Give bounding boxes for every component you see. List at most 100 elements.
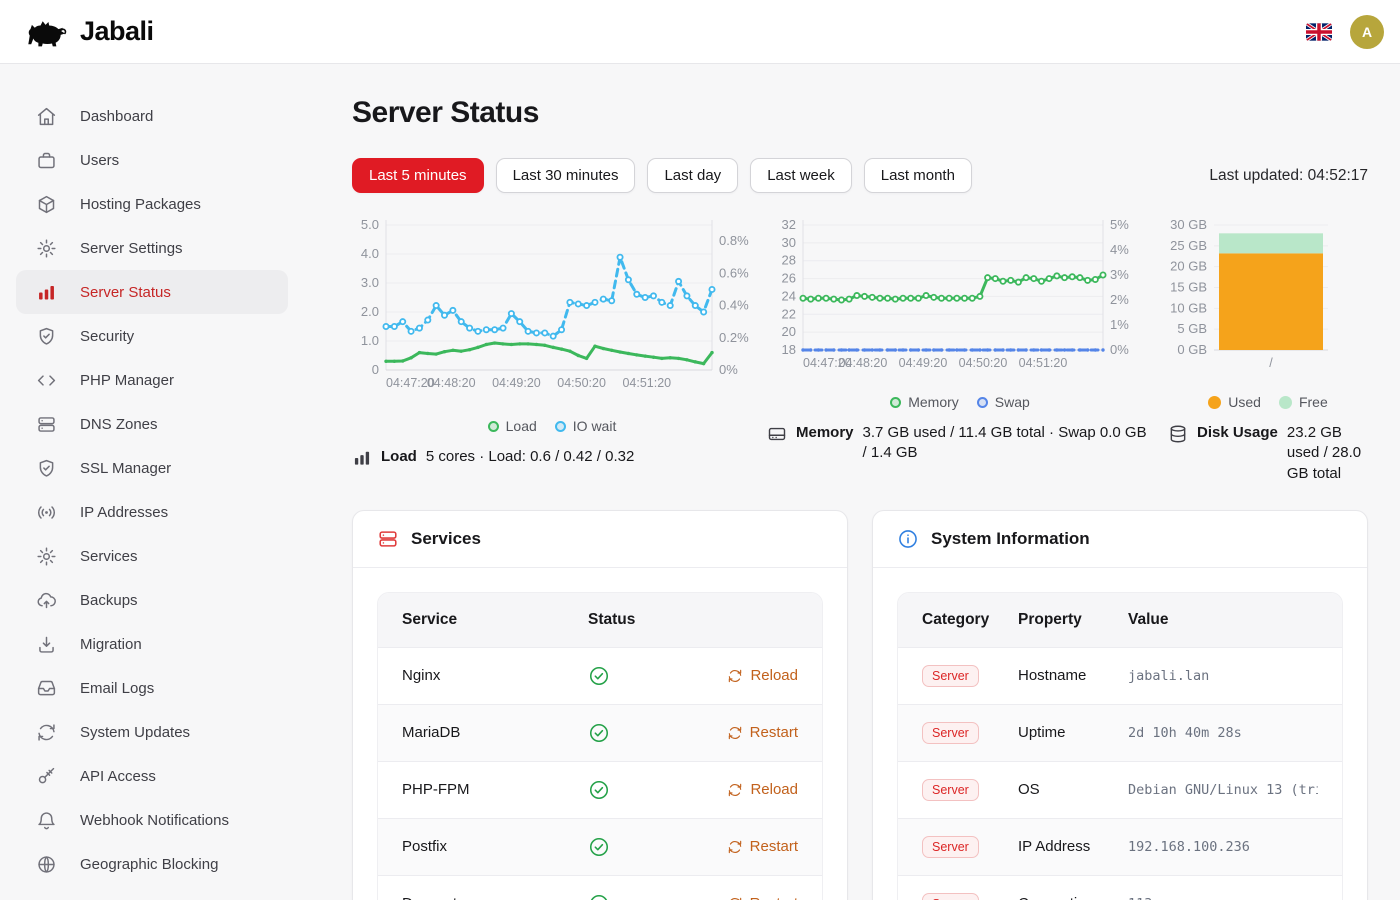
sidebar-item-security[interactable]: Security [16,314,288,358]
column-header-service: Service [402,610,458,628]
svg-text:0%: 0% [719,362,738,377]
home-icon [36,106,57,127]
sidebar-item-geographic-blocking[interactable]: Geographic Blocking [16,842,288,886]
svg-text:2%: 2% [1110,292,1129,307]
sidebar-item-php-manager[interactable]: PHP Manager [16,358,288,402]
status-ok-check-icon [588,665,610,687]
reload-button[interactable]: Reload [727,667,798,684]
svg-text:30: 30 [782,235,796,250]
legend-label: Memory [908,394,959,410]
cloud-upload-icon [36,590,57,611]
legend-swatch [554,420,566,432]
sidebar-item-label: IP Addresses [80,503,169,521]
svg-text:1.0: 1.0 [361,333,379,348]
stat-value: 23.2 GB used / 28.0 GB total [1286,424,1362,482]
gear-icon [36,238,57,259]
sidebar-item-label: Migration [80,635,142,653]
chart-legend: Used Free [1168,391,1368,413]
svg-text:04:47:20: 04:47:20 [803,356,852,370]
sidebar-item-server-status[interactable]: Server Status [16,270,288,314]
sidebar-item-api-access[interactable]: API Access [16,754,288,798]
time-range-button-last-day[interactable]: Last day [647,158,739,193]
time-range-button-last-5-minutes[interactable]: Last 5 minutes [352,158,484,193]
key-icon [36,766,57,787]
category-badge: Server [922,664,979,687]
svg-text:26: 26 [782,271,796,286]
stat-value: 5 cores · Load: 0.6 / 0.42 / 0.32 [425,448,635,465]
svg-text:3%: 3% [1110,267,1129,282]
system-info-table: Category Property Value Server Hostname ja… [897,591,1343,900]
service-name: Dovecot [402,895,588,900]
sidebar-item-hosting-packages[interactable]: Hosting Packages [16,182,288,226]
service-row-nginx: Nginx Reload [378,646,822,704]
shield-check-icon [36,458,57,479]
sidebar-item-dashboard[interactable]: Dashboard [16,94,288,138]
category-badge: Server [922,778,979,801]
services-table-header: Service Status [378,592,822,647]
status-ok-check-icon [588,893,610,900]
service-name: Postfix [402,838,448,856]
sidebar-item-label: Users [80,151,120,169]
sidebar-item-webhook-notifications[interactable]: Webhook Notifications [16,798,288,842]
property-name: Hostname [1018,667,1087,685]
svg-text:3.0: 3.0 [361,275,379,290]
sidebar-item-ssl-manager[interactable]: SSL Manager [16,446,288,490]
sidebar-item-email-logs[interactable]: Email Logs [16,666,288,710]
memory-chart: 32302826242220185%4%3%2%1%0%04:47:2004:4… [782,217,1130,370]
sidebar-item-label: Backups [80,591,138,609]
shield-check-icon [36,326,57,347]
status-ok-check-icon [588,722,610,744]
svg-text:20 GB: 20 GB [1170,259,1207,274]
refresh-icon [36,722,57,743]
svg-text:04:48:20: 04:48:20 [427,376,476,390]
system-info-row-connections: Server Connections113 [898,874,1342,900]
code-icon [36,370,57,391]
svg-text:5.0: 5.0 [361,217,379,232]
restart-button[interactable]: Restart [727,895,798,900]
svg-text:15 GB: 15 GB [1170,280,1207,295]
svg-text:0.2%: 0.2% [719,330,749,345]
system-info-row-os: Server OS Debian GNU/Linux 13 (trixie) [898,760,1342,818]
user-avatar[interactable]: A [1350,14,1384,49]
brand[interactable]: Jabali [24,16,154,48]
svg-text:04:47:20: 04:47:20 [386,376,435,390]
svg-text:20: 20 [782,324,796,339]
sidebar-item-ip-addresses[interactable]: IP Addresses [16,490,288,534]
sidebar-item-server-settings[interactable]: Server Settings [16,226,288,270]
sidebar-item-migration[interactable]: Migration [16,622,288,666]
inbox-icon [36,678,57,699]
svg-text:04:51:20: 04:51:20 [1019,356,1068,370]
chart-legend: Memory Swap [767,391,1153,413]
svg-text:5 GB: 5 GB [1177,321,1207,336]
language-flag-icon[interactable] [1306,22,1332,41]
legend-swatch [487,420,499,432]
legend-item: Swap [976,394,1030,410]
service-name: MariaDB [402,724,461,742]
svg-text:2.0: 2.0 [361,304,379,319]
brand-name: Jabali [80,16,154,46]
sidebar-item-dns-zones[interactable]: DNS Zones [16,402,288,446]
legend-label: Used [1228,394,1261,410]
svg-text:32: 32 [782,217,796,232]
system-info-row-ip-address: Server IP Address 192.168.100.236 [898,817,1342,875]
sidebar-item-services[interactable]: Services [16,534,288,578]
sidebar-item-backups[interactable]: Backups [16,578,288,622]
time-range-button-last-30-minutes[interactable]: Last 30 minutes [495,158,636,193]
gear-icon [36,546,57,567]
memory-chart-block: 32 30 28 26 24 22 20 18 5% 4% 3% 2% 1% 0% 04:47:20 04:4… [767,215,1153,464]
sidebar-item-system-updates[interactable]: System Updates [16,710,288,754]
column-header-status: Status [588,610,636,628]
package-icon [36,194,57,215]
sidebar-item-label: API Access [80,767,156,785]
category-badge: Server [922,892,979,900]
sidebar-item-users[interactable]: Users [16,138,288,182]
stat-disk-usage: Disk Usage 23.2 GB used / 28.0 GB total [1168,423,1368,484]
restart-button[interactable]: Restart [727,838,798,855]
time-range-button-last-month[interactable]: Last month [863,158,972,193]
restart-button[interactable]: Restart [727,724,798,741]
sidebar-item-label: PHP Manager [80,371,174,389]
time-range-button-last-week[interactable]: Last week [750,158,852,193]
download-icon [36,634,57,655]
reload-button[interactable]: Reload [727,781,798,798]
legend-label: Load [505,418,537,434]
